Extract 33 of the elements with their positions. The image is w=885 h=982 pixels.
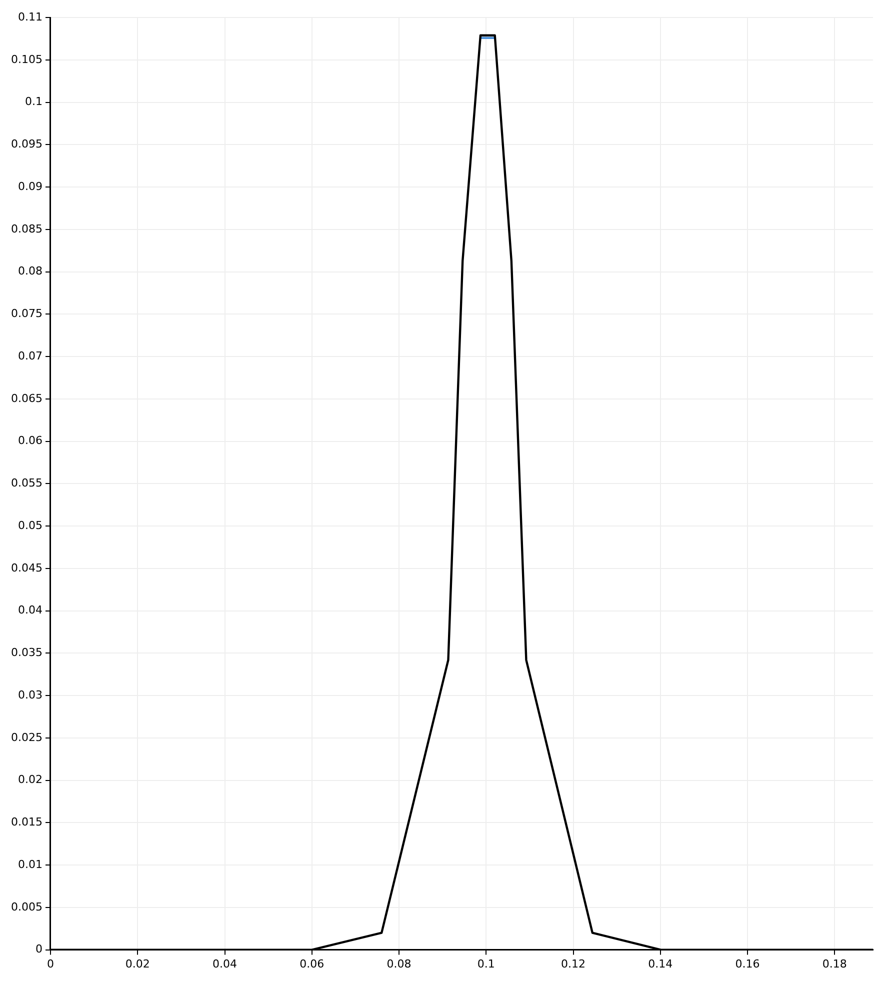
y-tick-label: 0.11 <box>18 10 42 24</box>
x-tick-label: 0.12 <box>561 957 586 970</box>
y-tick-label: 0.065 <box>10 392 42 405</box>
y-tick-label: 0.055 <box>10 476 42 490</box>
y-tick-label: 0 <box>35 942 42 956</box>
x-tick-label: 0.14 <box>648 957 673 970</box>
x-tick-label: 0.06 <box>300 957 324 970</box>
x-tick-label: 0 <box>46 957 54 970</box>
y-tick-label: 0.015 <box>10 816 42 829</box>
x-tick-label: 0.16 <box>735 957 760 970</box>
y-tick-label: 0.04 <box>18 604 42 617</box>
x-tick-label: 0.08 <box>386 957 412 970</box>
y-tick-label: 0.085 <box>10 222 42 236</box>
x-tick-label: 0.04 <box>212 957 237 970</box>
y-tick-label: 0.08 <box>18 264 42 278</box>
y-tick-label: 0.07 <box>18 349 42 362</box>
x-tick-label: 0.02 <box>125 957 150 970</box>
y-tick-label: 0.01 <box>18 858 42 871</box>
y-tick-label: 0.035 <box>10 646 42 660</box>
y-tick-label: 0.02 <box>18 773 42 786</box>
y-tick-label: 0.06 <box>18 434 42 448</box>
y-tick-label: 0.005 <box>10 900 42 914</box>
y-tick-label: 0.09 <box>18 180 42 193</box>
y-tick-label: 0.025 <box>10 730 42 744</box>
x-tick-label: 0.1 <box>477 957 495 970</box>
x-tick-label: 0.18 <box>822 957 847 970</box>
y-tick-label: 0.095 <box>10 138 42 151</box>
y-tick-label: 0.03 <box>18 688 42 702</box>
y-tick-label: 0.045 <box>10 561 42 574</box>
y-tick-label: 0.075 <box>10 307 42 320</box>
y-tick-label: 0.1 <box>24 95 42 108</box>
y-tick-label: 0.105 <box>10 52 42 66</box>
y-tick-label: 0.05 <box>18 518 42 532</box>
